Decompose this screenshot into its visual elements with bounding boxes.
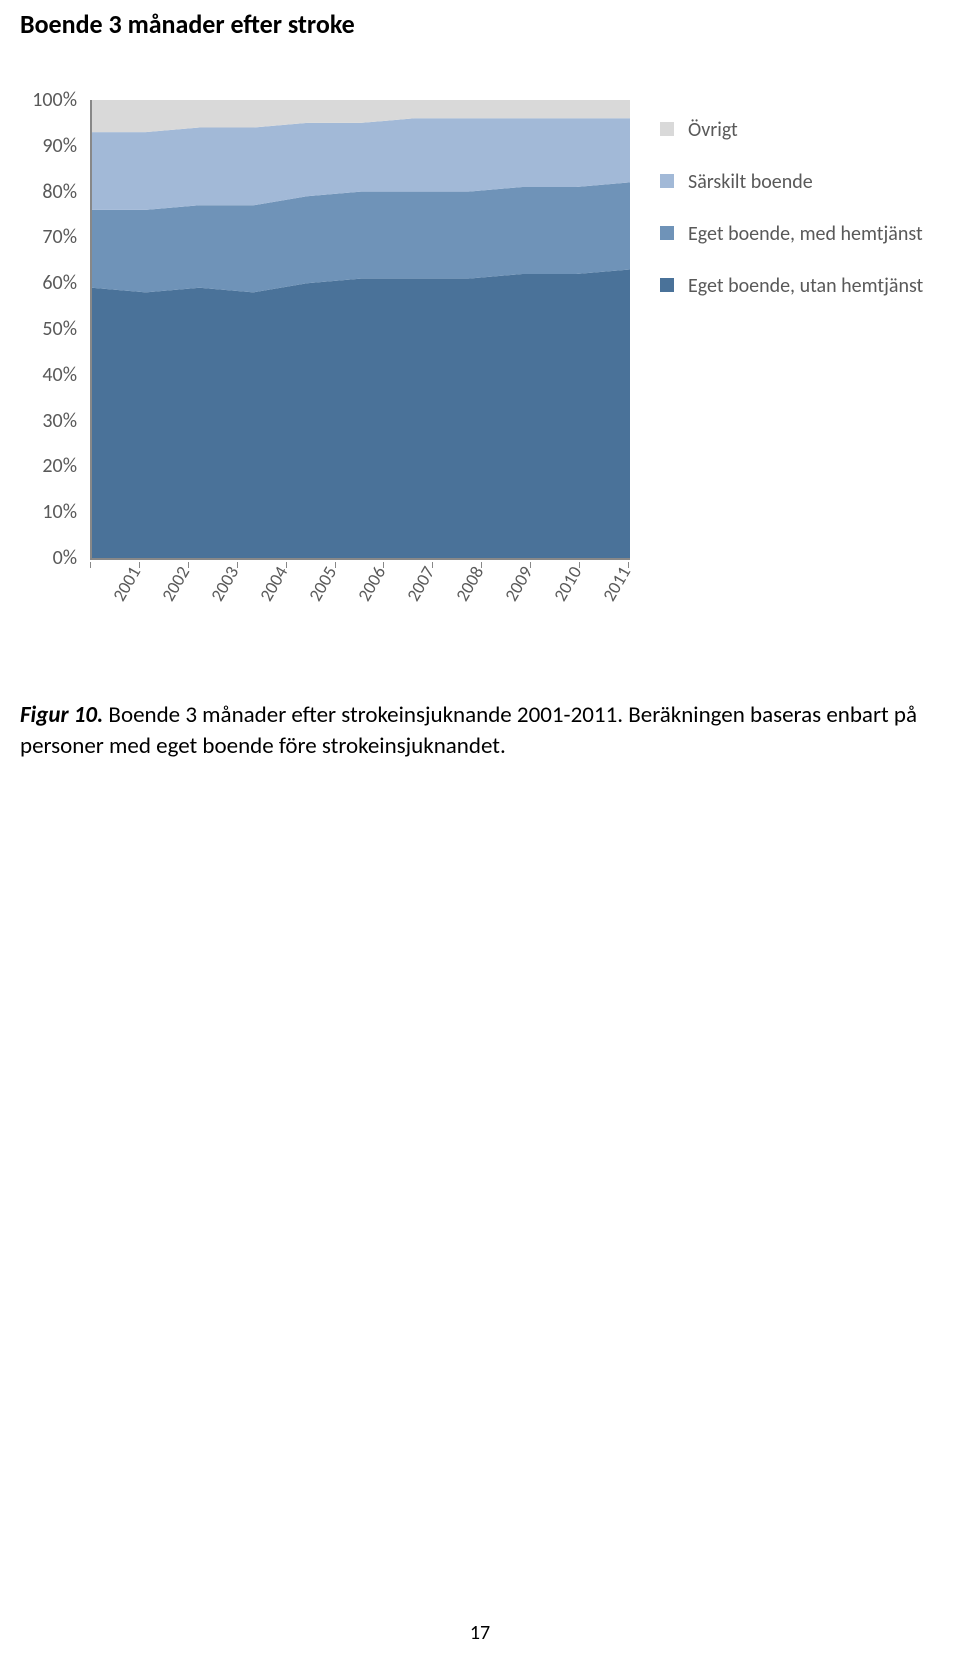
- x-axis-labels: 2001 2002 2003 2004 2005 2006 2007 2008 2009 2010…: [90, 562, 630, 622]
- y-tick-label: 90%: [42, 134, 77, 158]
- caption-lead: Figur 10.: [20, 701, 103, 729]
- x-tick-label: 2011: [598, 562, 635, 605]
- stacked-area-plot: [90, 100, 630, 560]
- legend-item: Övrigt: [660, 118, 940, 142]
- x-tick: [432, 562, 433, 568]
- y-tick-label: 40%: [42, 363, 77, 387]
- legend-item: Särskilt boende: [660, 170, 940, 194]
- legend-swatch-icon: [660, 174, 674, 188]
- legend-label: Särskilt boende: [688, 170, 813, 194]
- y-tick-label: 70%: [42, 225, 77, 249]
- x-tick: [139, 562, 140, 568]
- x-tick-label: 2002: [157, 562, 194, 605]
- x-tick: [335, 562, 336, 568]
- y-tick-label: 0%: [53, 546, 77, 570]
- x-tick: [530, 562, 531, 568]
- y-tick-label: 50%: [42, 317, 77, 341]
- y-tick-label: 10%: [42, 500, 77, 524]
- chart-title: Boende 3 månader efter stroke: [20, 8, 355, 40]
- x-tick: [286, 562, 287, 568]
- chart-container: 0%10%20%30%40%50%60%70%80%90%100% 200120…: [20, 100, 940, 660]
- x-tick-label: 2001: [108, 562, 145, 605]
- legend-item: Eget boende, med hemtjänst: [660, 222, 940, 246]
- x-tick-label: 2006: [353, 562, 390, 605]
- x-tick: [481, 562, 482, 568]
- legend-label: Övrigt: [688, 118, 738, 142]
- y-tick-label: 60%: [42, 271, 77, 295]
- legend-swatch-icon: [660, 226, 674, 240]
- y-tick-label: 30%: [42, 409, 77, 433]
- legend-label: Eget boende, med hemtjänst: [688, 222, 923, 246]
- x-tick-label: 2009: [500, 562, 537, 605]
- caption-text: Boende 3 månader efter strokeinsjuknande…: [20, 701, 917, 760]
- x-tick: [383, 562, 384, 568]
- x-tick: [237, 562, 238, 568]
- x-tick-label: 2008: [451, 562, 488, 605]
- legend-swatch-icon: [660, 122, 674, 136]
- x-tick-label: 2003: [206, 562, 243, 605]
- x-tick-label: 2004: [255, 562, 292, 605]
- x-tick: [579, 562, 580, 568]
- legend-label: Eget boende, utan hemtjänst: [688, 274, 923, 298]
- x-tick-label: 2005: [304, 562, 341, 605]
- y-axis-labels: 0%10%20%30%40%50%60%70%80%90%100%: [20, 100, 85, 560]
- page-number: 17: [0, 1621, 960, 1645]
- legend-swatch-icon: [660, 278, 674, 292]
- x-tick-label: 2010: [549, 562, 586, 605]
- x-tick-label: 2007: [402, 562, 439, 605]
- x-tick: [90, 562, 91, 568]
- y-tick-label: 80%: [42, 180, 77, 204]
- x-tick: [628, 562, 629, 568]
- x-tick: [188, 562, 189, 568]
- figure-caption: Figur 10. Boende 3 månader efter strokei…: [20, 700, 940, 762]
- y-tick-label: 100%: [32, 88, 77, 112]
- y-tick-label: 20%: [42, 454, 77, 478]
- area-series: [92, 270, 630, 559]
- legend-item: Eget boende, utan hemtjänst: [660, 274, 940, 298]
- chart-legend: Övrigt Särskilt boende Eget boende, med he…: [660, 100, 940, 326]
